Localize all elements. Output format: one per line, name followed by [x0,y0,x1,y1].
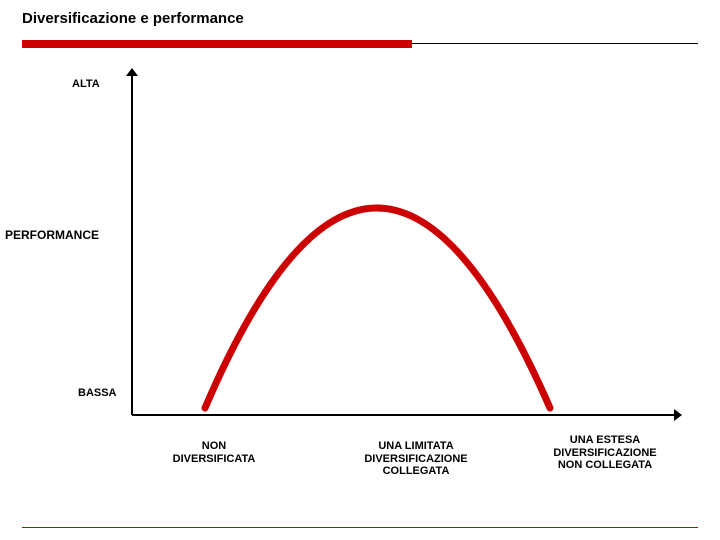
x-label-2: UNA ESTESA DIVERSIFICAZIONE NON COLLEGAT… [520,434,690,472]
performance-curve [205,208,550,408]
x-axis-arrow [674,409,682,421]
y-axis-arrow [126,68,138,76]
x-label-0: NON DIVERSIFICATA [129,440,299,465]
x-label-1: UNA LIMITATA DIVERSIFICAZIONE COLLEGATA [331,440,501,478]
axes-group [126,68,682,421]
bottom-rule [22,527,698,528]
slide-root: Diversificazione e performance ALTA PERF… [0,0,720,540]
